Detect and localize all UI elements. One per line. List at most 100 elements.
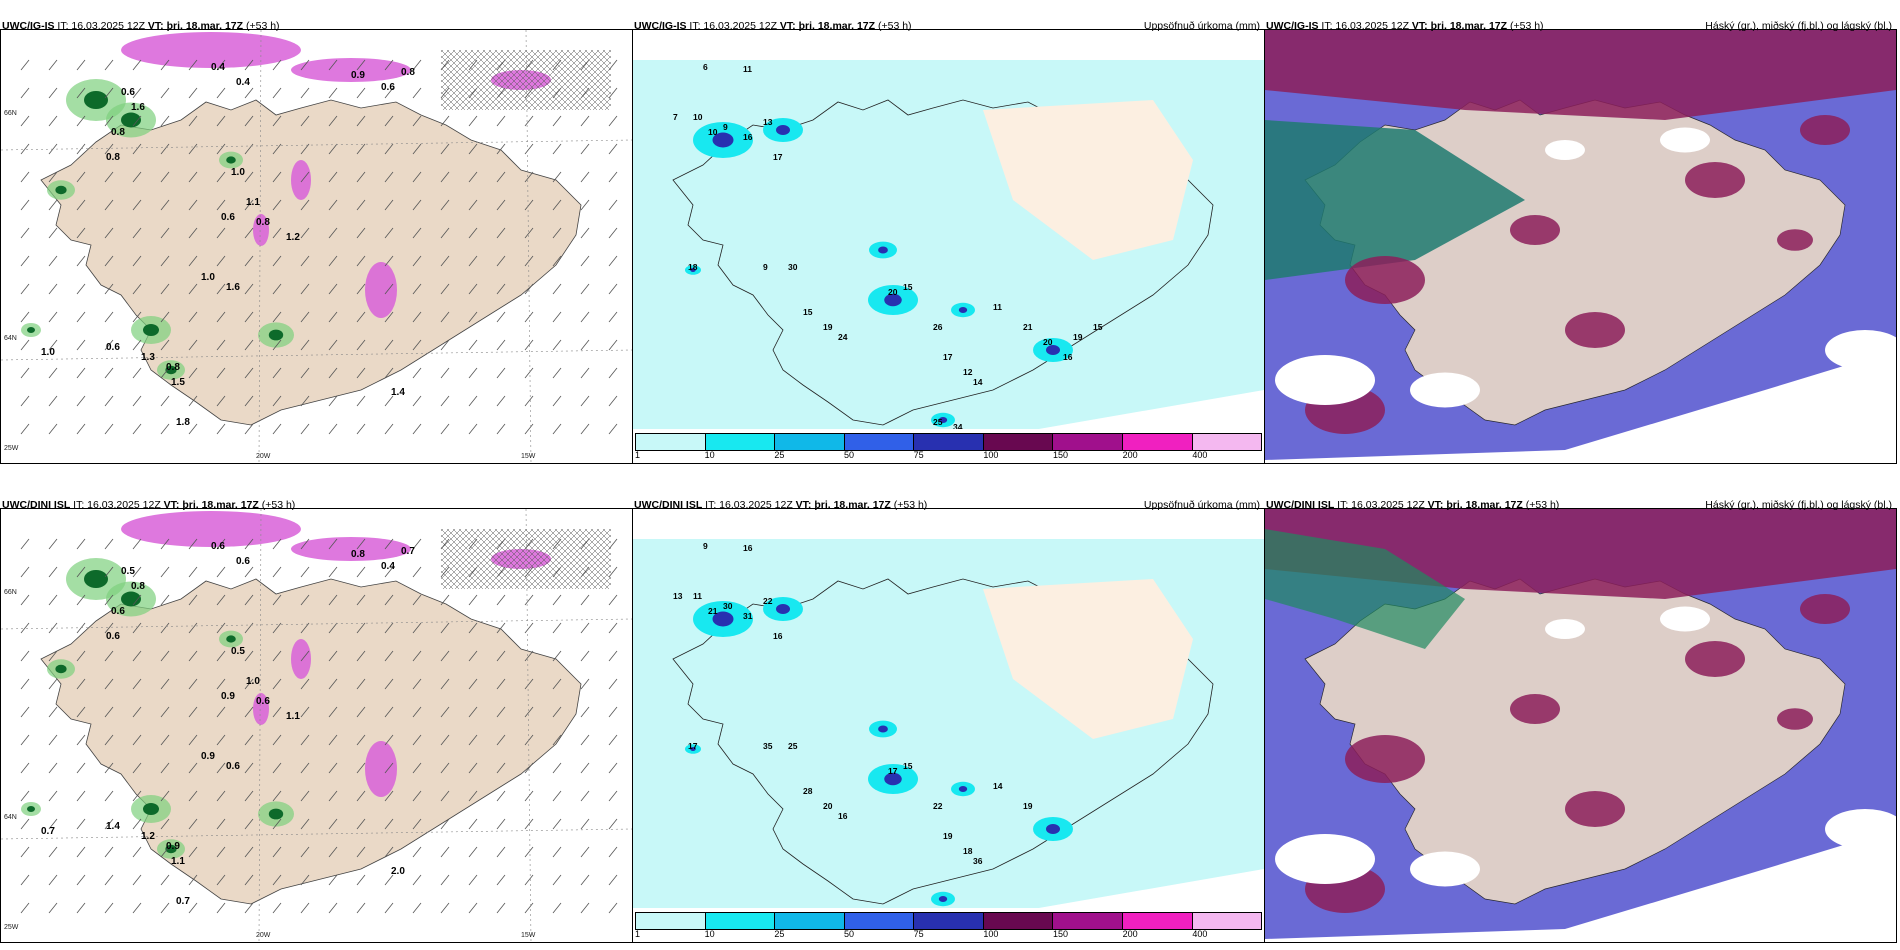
row2-right-it: IT: 16.03.2025 12Z	[1337, 499, 1425, 511]
wind-barb	[552, 902, 562, 914]
wind-barb	[160, 199, 170, 211]
graticule-line	[258, 509, 262, 942]
legend-tick-label: 10	[704, 450, 715, 460]
wind-barb	[20, 115, 30, 127]
legend-tick-label: 10	[704, 929, 715, 939]
row1-left-map: 0.4 0.4 0.9 0.6 0.8 0.6 1.6 0.8 0.8 1.0 1.1 0.6 0.8 1…	[1, 30, 632, 463]
wind-barb	[244, 227, 254, 239]
wind-barb	[552, 650, 562, 662]
wind-barb	[272, 143, 282, 155]
wind-barb	[496, 566, 506, 578]
legend-swatch	[914, 913, 984, 929]
precip-value-label: 1.4	[106, 821, 120, 832]
row1-mid-field-title: Uppsöfnuð úrkoma (mm)	[1143, 20, 1260, 32]
precip-core	[55, 664, 67, 674]
wind-barb	[580, 59, 590, 71]
precip-value-label: 1.1	[246, 197, 260, 208]
wind-barb	[48, 566, 58, 578]
wind-barb	[468, 790, 478, 802]
wind-barb	[384, 395, 394, 407]
wind-barb	[76, 339, 86, 351]
precip-value-label: 19	[943, 831, 953, 841]
wind-barb	[188, 622, 198, 634]
wind-barb	[216, 367, 226, 379]
wind-barb	[412, 143, 422, 155]
wind-barb	[48, 678, 58, 690]
row1-right-panel	[1264, 29, 1897, 464]
wind-barb	[272, 734, 282, 746]
precip-value-label: 17	[688, 741, 698, 751]
wind-barb	[412, 846, 422, 858]
precip-core	[712, 132, 734, 148]
precip-value-label: 0.8	[401, 67, 415, 78]
wind-barb	[580, 115, 590, 127]
wind-barb	[48, 846, 58, 858]
wind-barb	[272, 255, 282, 267]
wind-barb	[440, 143, 450, 155]
wind-barb	[132, 171, 142, 183]
precip-value-label: 1.0	[201, 272, 215, 283]
legend-tick-label: 400	[1192, 929, 1208, 939]
wind-barb	[244, 171, 254, 183]
wind-barb	[608, 790, 618, 802]
precip-value-label: 0.7	[41, 826, 55, 837]
legend-tick-label: 25	[774, 929, 785, 939]
row1-mid-panel: 6 11 7 10 10 9 16 13 17 18 9 30 15 19 24 20 15 26 17 12 14 11…	[632, 29, 1265, 464]
wind-barb	[440, 87, 450, 99]
wind-barb	[160, 367, 170, 379]
wind-barb	[468, 171, 478, 183]
wind-barb	[328, 339, 338, 351]
precip-value-label: 1.1	[171, 856, 185, 867]
legend-tick-label: 200	[1122, 450, 1138, 460]
wind-barb	[160, 594, 170, 606]
wind-barb	[552, 423, 562, 435]
wind-barb	[272, 339, 282, 351]
wind-barb	[524, 199, 534, 211]
wind-barb	[188, 678, 198, 690]
wind-barb	[384, 115, 394, 127]
precip-value-label: 14	[993, 781, 1003, 791]
row2-left-model: UWC/DINI ISL	[2, 499, 71, 511]
wind-barb	[356, 902, 366, 914]
wind-barb	[384, 622, 394, 634]
wind-barb	[524, 734, 534, 746]
wind-barb	[552, 874, 562, 886]
wind-barb	[272, 367, 282, 379]
wind-barb	[496, 227, 506, 239]
precip-value-label: 15	[903, 761, 913, 771]
wind-barb	[580, 734, 590, 746]
wind-barb	[496, 762, 506, 774]
wind-barb	[300, 762, 310, 774]
wind-barb	[468, 566, 478, 578]
wind-barb	[76, 594, 86, 606]
wind-barb	[300, 283, 310, 295]
wind-barb	[496, 818, 506, 830]
wind-barb	[160, 790, 170, 802]
precip-value-label: 31	[743, 611, 753, 621]
precip-value-label: 9	[763, 262, 768, 272]
wind-barb	[328, 650, 338, 662]
wind-barb	[496, 650, 506, 662]
wind-barb	[552, 566, 562, 578]
precip-value-label: 6	[703, 62, 708, 72]
wind-barb	[160, 395, 170, 407]
wind-barb	[244, 734, 254, 746]
precip-value-label: 20	[888, 287, 898, 297]
wind-barb	[104, 762, 114, 774]
row1-left-title: UWC/IG-IS IT: 16.03.2025 12Z VT: þri. 18…	[0, 17, 631, 35]
precip-core	[268, 808, 284, 820]
wind-barb	[76, 650, 86, 662]
lowcloud-area	[1265, 120, 1525, 280]
precip-value-label: 0.9	[221, 691, 235, 702]
highcloud-patch	[1777, 708, 1813, 730]
row2-left-lead: (+53 h)	[261, 499, 296, 511]
legend-swatch	[1192, 434, 1262, 450]
wind-barb	[328, 311, 338, 323]
row1-mid-lead: (+53 h)	[877, 20, 912, 32]
wind-barb	[468, 650, 478, 662]
wind-barb	[216, 171, 226, 183]
wind-barb	[132, 818, 142, 830]
precip-value-label: 0.6	[111, 606, 125, 617]
precip-value-label: 0.8	[351, 549, 365, 560]
wind-barb	[160, 423, 170, 435]
